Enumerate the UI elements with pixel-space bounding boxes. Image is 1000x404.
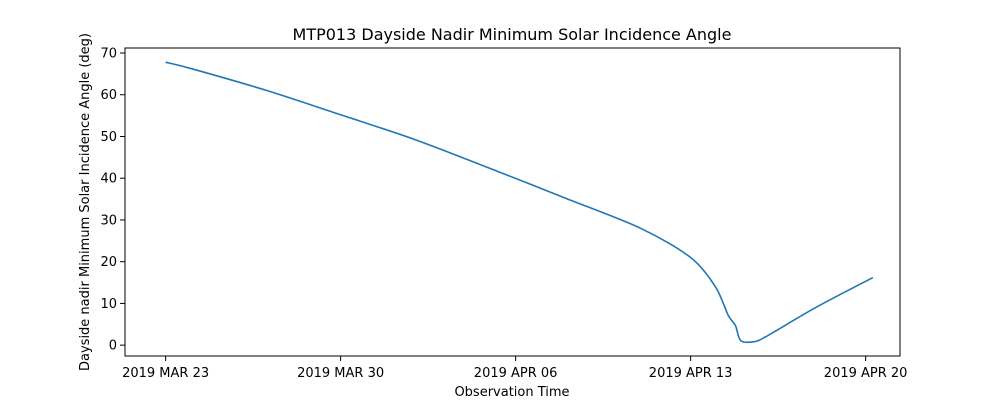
x-tick-label: 2019 MAR 30 — [297, 366, 384, 381]
y-tick-label: 20 — [100, 255, 117, 270]
y-axis-label: Dayside nadir Minimum Solar Incidence An… — [78, 33, 93, 371]
x-tick-label: 2019 APR 13 — [649, 366, 733, 381]
x-axis-label: Observation Time — [454, 385, 569, 400]
y-tick-label: 70 — [100, 47, 117, 62]
y-tick-label: 10 — [100, 297, 117, 312]
chart-title: MTP013 Dayside Nadir Minimum Solar Incid… — [293, 25, 732, 44]
y-tick-label: 40 — [100, 172, 117, 187]
x-tick-label: 2019 APR 20 — [824, 366, 908, 381]
y-tick-label: 0 — [109, 339, 117, 354]
x-tick-label: 2019 APR 06 — [474, 366, 558, 381]
x-tick-label: 2019 MAR 23 — [122, 366, 209, 381]
y-tick-label: 60 — [100, 88, 117, 103]
y-tick-label: 50 — [100, 130, 117, 145]
y-tick-label: 30 — [100, 213, 117, 228]
